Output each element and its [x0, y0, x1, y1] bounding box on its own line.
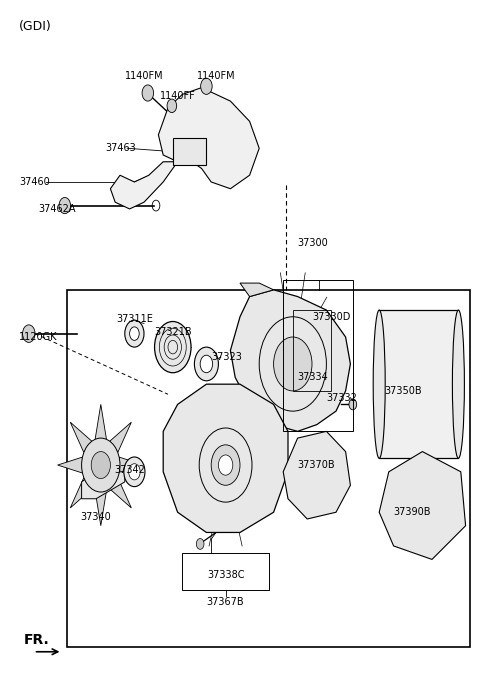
Text: FR.: FR. — [24, 633, 50, 647]
Bar — [182, 553, 269, 590]
Text: 1120GK: 1120GK — [19, 332, 58, 342]
Circle shape — [274, 337, 312, 391]
Polygon shape — [163, 384, 288, 532]
Polygon shape — [58, 457, 83, 473]
Polygon shape — [119, 457, 144, 473]
Text: 37367B: 37367B — [207, 596, 244, 607]
Circle shape — [142, 85, 154, 101]
Circle shape — [59, 197, 71, 214]
Text: 37330D: 37330D — [312, 312, 350, 321]
Polygon shape — [230, 290, 350, 431]
Text: 37332: 37332 — [326, 393, 357, 402]
Text: 37300: 37300 — [298, 238, 328, 247]
Circle shape — [124, 457, 145, 487]
Circle shape — [129, 464, 140, 480]
Polygon shape — [82, 472, 125, 499]
Bar — [293, 310, 331, 391]
Bar — [173, 138, 206, 165]
Polygon shape — [230, 404, 250, 421]
Circle shape — [196, 539, 204, 549]
Text: 37334: 37334 — [298, 373, 328, 382]
Circle shape — [201, 78, 212, 94]
Polygon shape — [283, 431, 350, 519]
Text: 1140FM: 1140FM — [197, 71, 235, 81]
Circle shape — [91, 452, 110, 479]
Circle shape — [130, 327, 139, 340]
Bar — [283, 280, 353, 431]
Text: 1140FF: 1140FF — [160, 91, 195, 101]
Text: 1140FM: 1140FM — [125, 71, 163, 81]
Circle shape — [218, 455, 233, 475]
Circle shape — [155, 321, 191, 373]
Text: 37323: 37323 — [211, 353, 242, 362]
Text: 37350B: 37350B — [384, 386, 421, 396]
Text: 37460: 37460 — [19, 177, 50, 187]
Circle shape — [194, 347, 218, 381]
Polygon shape — [110, 422, 132, 452]
Text: 37311E: 37311E — [116, 313, 153, 324]
Circle shape — [125, 320, 144, 347]
Text: 37463: 37463 — [106, 144, 136, 153]
Text: 37321B: 37321B — [154, 327, 192, 337]
Polygon shape — [95, 404, 107, 439]
Polygon shape — [95, 491, 107, 526]
Text: 37390B: 37390B — [394, 508, 431, 517]
Ellipse shape — [373, 310, 385, 458]
Text: 37340: 37340 — [81, 512, 111, 522]
Text: 37370B: 37370B — [298, 460, 335, 470]
Text: 37462A: 37462A — [38, 204, 76, 214]
Bar — [379, 310, 458, 458]
Circle shape — [167, 99, 177, 113]
Circle shape — [82, 438, 120, 492]
Polygon shape — [110, 478, 132, 508]
Text: (GDI): (GDI) — [19, 20, 52, 33]
Text: 37338C: 37338C — [207, 570, 244, 580]
Polygon shape — [70, 422, 92, 452]
Circle shape — [211, 445, 240, 485]
Circle shape — [349, 399, 357, 410]
Circle shape — [23, 325, 35, 342]
Polygon shape — [240, 283, 274, 297]
Circle shape — [200, 355, 213, 373]
Polygon shape — [158, 88, 259, 189]
Ellipse shape — [452, 310, 464, 458]
Polygon shape — [379, 452, 466, 559]
Bar — [67, 290, 470, 647]
Text: 37342: 37342 — [114, 465, 145, 475]
Polygon shape — [110, 162, 178, 209]
Polygon shape — [70, 478, 92, 508]
